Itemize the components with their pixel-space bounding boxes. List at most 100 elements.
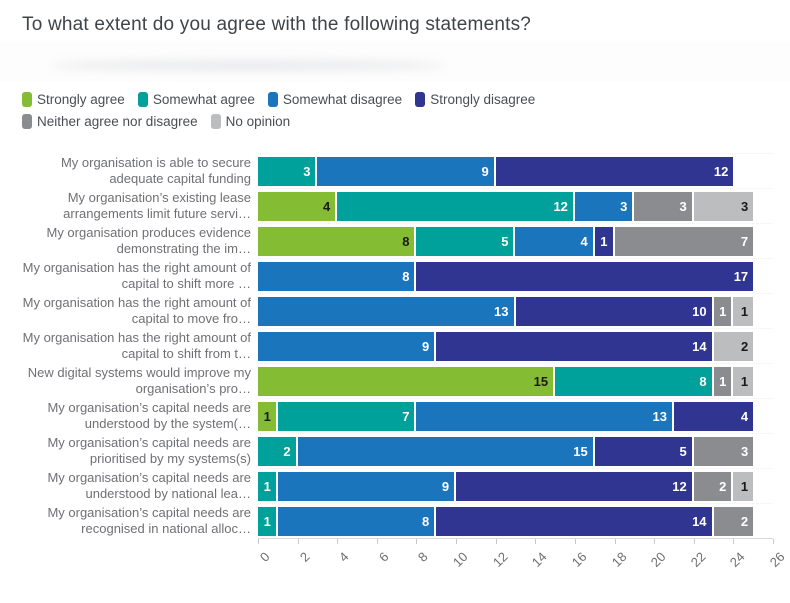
bar-value-label: 9 — [441, 479, 450, 494]
legend-label: Somewhat disagree — [282, 92, 403, 107]
bar-segment-somewhat-agree: 7 — [277, 402, 417, 431]
bar-value-label: 7 — [740, 234, 749, 249]
bar-value-label: 1 — [263, 514, 271, 529]
plot-area: 3 9 12 4 12 3 3 3 8 5 4 1 7 8 17 13 10 1 1 9 14 2 15 8 1 1 1 7 13 4 2 1… — [256, 153, 788, 591]
legend-label: Somewhat agree — [152, 92, 255, 107]
bar-segment-strongly-disagree: 5 — [594, 437, 694, 466]
legend-swatch-neither — [22, 114, 32, 129]
bar-segment-somewhat-agree: 8 — [555, 367, 714, 396]
bar-row: 2 15 5 3 — [258, 433, 773, 468]
category-label: My organisation’s capital needs are unde… — [47, 400, 251, 431]
bar-value-label: 2 — [719, 479, 727, 494]
bar-segment-somewhat-agree: 12 — [337, 192, 575, 221]
bar-value-label: 1 — [740, 304, 749, 319]
chart-title: To what extent do you agree with the fol… — [22, 14, 532, 35]
bar-value-label: 1 — [719, 304, 727, 319]
bar-segment-neither: 3 — [693, 437, 754, 466]
bar-segment-strongly-disagree: 14 — [436, 332, 714, 361]
axis-tick-label: 26 — [766, 549, 788, 570]
bar-segment-strongly-agree: 1 — [258, 402, 278, 431]
bar-segment-strongly-disagree: 4 — [673, 402, 754, 431]
bar-segment-somewhat-agree: 1 — [258, 472, 278, 501]
bar-segment-strongly-agree: 15 — [258, 367, 556, 396]
faded-watermark — [48, 61, 448, 70]
legend-item-no-opinion: No opinion — [210, 114, 290, 129]
bar-segment-strongly-agree: 8 — [258, 227, 417, 256]
bar-value-label: 9 — [481, 164, 489, 179]
bar-value-label: 5 — [501, 234, 509, 249]
bar-segment-somewhat-disagree: 8 — [277, 507, 437, 536]
axis-tick — [693, 539, 695, 544]
bar-row: 3 9 12 — [258, 153, 773, 188]
axis-tick — [456, 539, 458, 544]
bar-segment-neither: 2 — [713, 507, 754, 536]
bar-value-label: 2 — [740, 514, 749, 529]
bar-value-label: 13 — [652, 409, 667, 424]
axis-tick-label: 8 — [415, 549, 432, 565]
axis-tick-label: 18 — [608, 549, 630, 570]
bar-row: 15 8 1 1 — [258, 363, 773, 398]
axis-tick — [733, 539, 735, 544]
bar-segment-no-opinion: 1 — [733, 472, 754, 501]
axis-tick — [376, 539, 378, 544]
stacked-bar: 13 10 1 1 — [258, 297, 773, 326]
bar-value-label: 3 — [620, 199, 628, 214]
legend-label: Neither agree nor disagree — [37, 114, 198, 129]
axis-tick-label: 16 — [568, 549, 590, 570]
stacked-bar: 3 9 12 — [258, 157, 773, 186]
bar-row: 1 8 14 2 — [258, 503, 773, 538]
category-label: My organisation’s capital needs are prio… — [47, 435, 251, 466]
bar-segment-neither: 7 — [614, 227, 754, 256]
bar-value-label: 1 — [263, 479, 271, 494]
bar-segment-somewhat-disagree: 3 — [574, 192, 635, 221]
stacked-bar: 9 14 2 — [258, 332, 773, 361]
legend-swatch-somewhat-agree — [137, 92, 148, 107]
axis-tick — [654, 539, 656, 544]
bar-segment-somewhat-disagree: 13 — [416, 402, 674, 431]
bar-value-label: 10 — [692, 304, 707, 319]
axis-tick-label: 4 — [336, 549, 352, 565]
bar-segment-strongly-disagree: 1 — [594, 227, 615, 256]
legend-item-neither: Neither agree nor disagree — [22, 114, 198, 129]
axis-tick — [535, 539, 537, 544]
bar-segment-no-opinion: 1 — [733, 297, 754, 326]
legend-label: Strongly agree — [37, 92, 125, 107]
axis-tick-label: 0 — [256, 549, 273, 565]
stacked-bar: 4 12 3 3 3 — [258, 192, 773, 221]
bar-value-label: 17 — [733, 269, 749, 284]
axis-tick-label: 12 — [489, 549, 511, 570]
bar-value-label: 8 — [699, 374, 707, 389]
bar-value-label: 3 — [303, 164, 311, 179]
bar-value-label: 15 — [573, 444, 588, 459]
bar-segment-strongly-disagree: 14 — [436, 507, 714, 536]
axis-tick — [773, 539, 774, 544]
bar-segment-neither: 3 — [634, 192, 694, 221]
legend-item-strongly-disagree: Strongly disagree — [415, 92, 535, 107]
bar-value-label: 14 — [692, 514, 707, 529]
legend-item-somewhat-disagree: Somewhat disagree — [267, 92, 403, 107]
axis-tick-label: 24 — [727, 549, 748, 570]
stacked-bar: 1 8 14 2 — [258, 507, 773, 536]
bar-value-label: 4 — [740, 409, 749, 424]
faded-subtitle-band — [0, 42, 790, 82]
stacked-bar: 2 15 5 3 — [258, 437, 773, 466]
bar-value-label: 3 — [679, 199, 687, 214]
bar-row: 13 10 1 1 — [258, 293, 773, 328]
bar-segment-neither: 1 — [713, 297, 734, 326]
bar-value-label: 12 — [713, 164, 729, 179]
bar-value-label: 12 — [553, 199, 568, 214]
bar-value-label: 2 — [283, 444, 291, 459]
legend-item-strongly-agree: Strongly agree — [22, 92, 125, 107]
axis-tick-label: 14 — [529, 549, 550, 570]
bar-value-label: 8 — [402, 234, 410, 249]
bar-segment-no-opinion: 2 — [713, 332, 754, 361]
bar-value-label: 14 — [692, 339, 707, 354]
axis-tick — [337, 539, 339, 544]
stacked-bar: 1 9 12 2 1 — [258, 472, 773, 501]
bar-value-label: 8 — [402, 269, 410, 284]
bar-segment-strongly-disagree: 17 — [416, 262, 754, 291]
axis-tick-label: 22 — [687, 549, 709, 570]
axis-tick-label: 20 — [647, 549, 669, 570]
bar-segment-somewhat-agree: 3 — [258, 157, 318, 186]
